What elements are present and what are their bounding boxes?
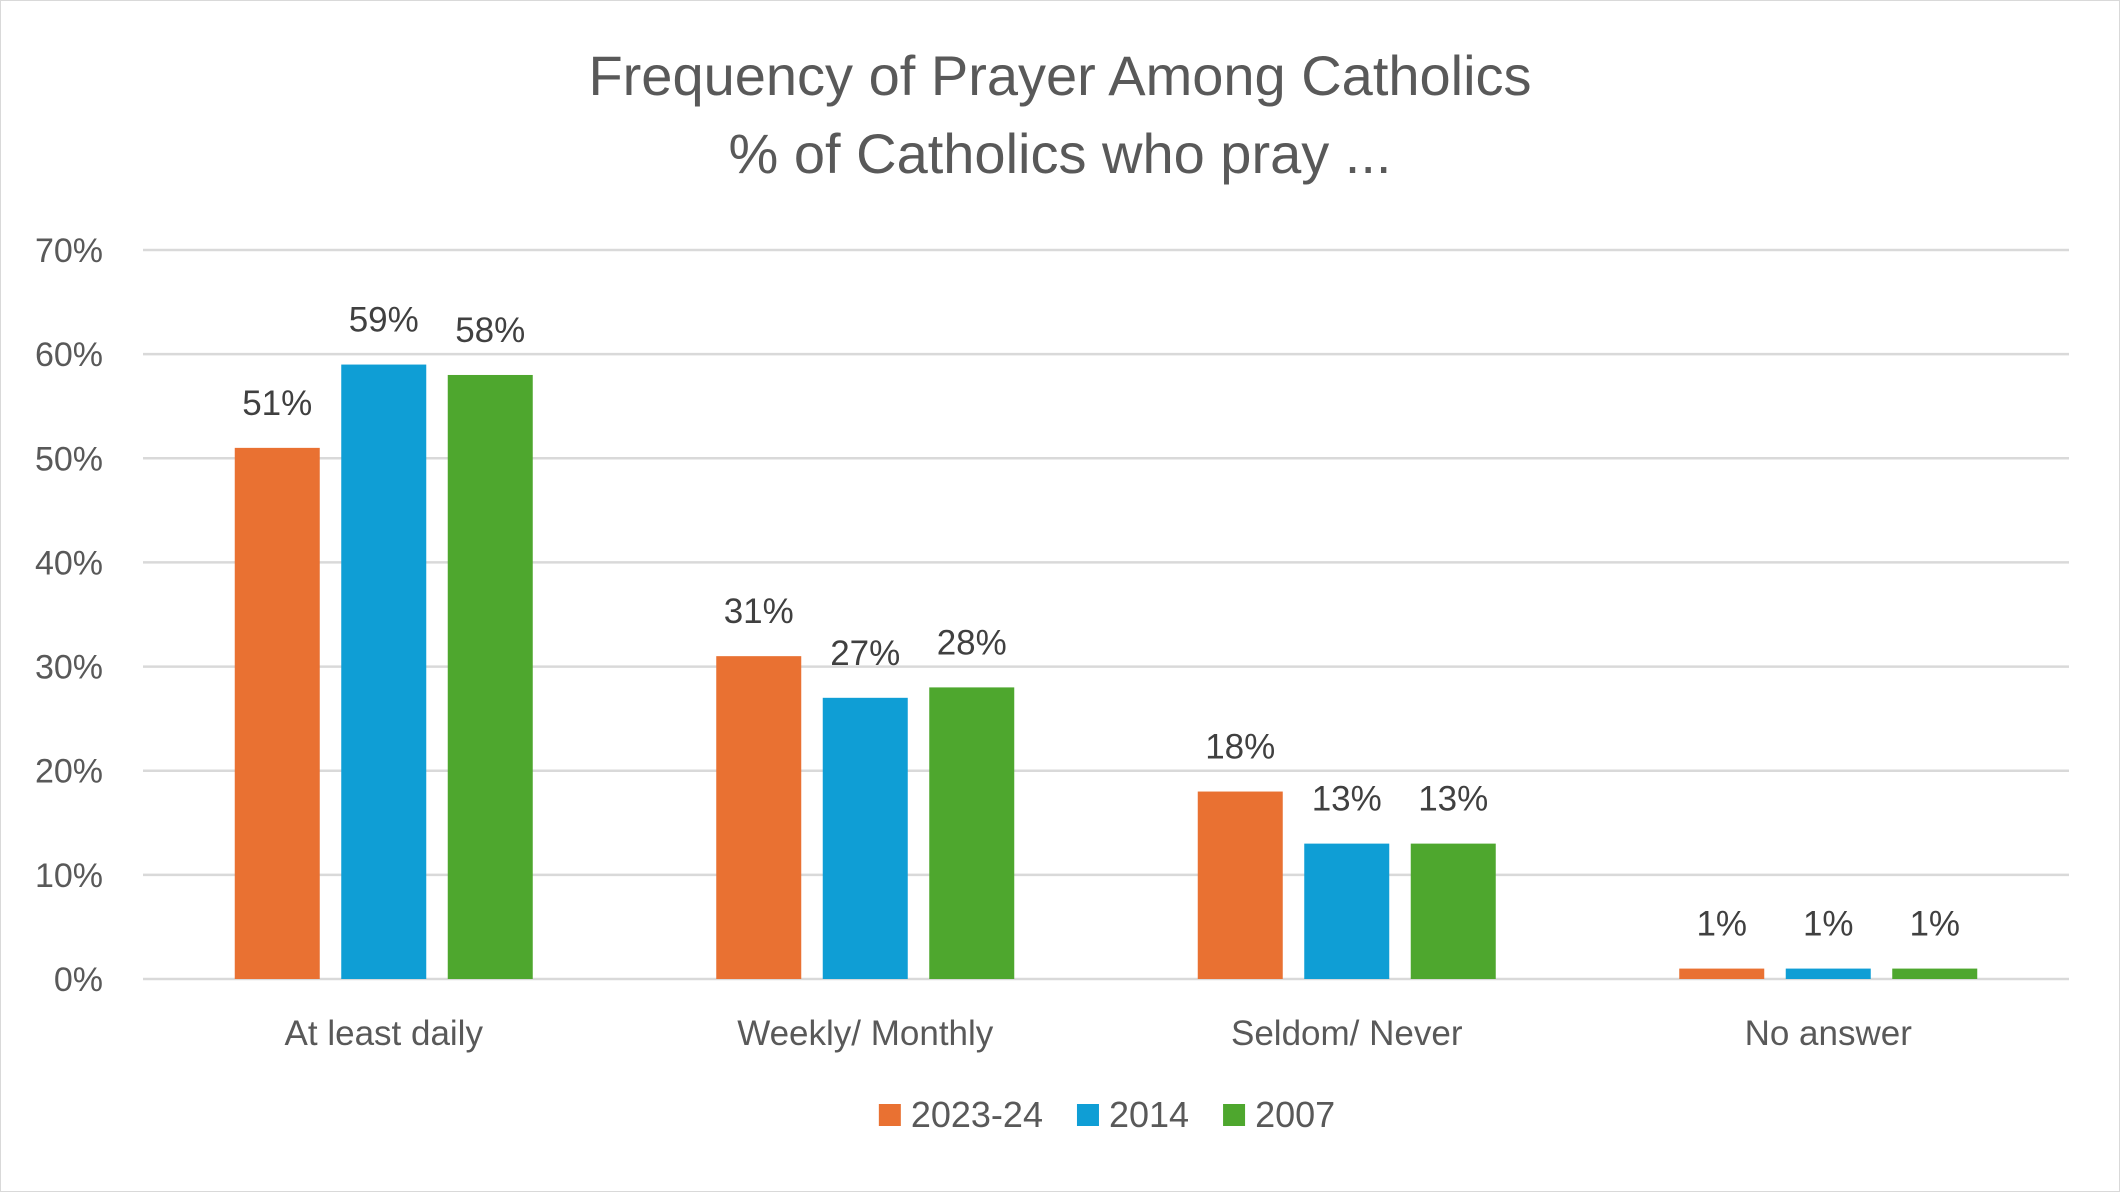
data-label: 18% [1205,728,1275,767]
legend-item: 2023-24 [878,1094,1043,1135]
category-label: Seldom/ Never [1231,1014,1463,1053]
bar-2014-0 [341,364,427,979]
legend-item: 2007 [1223,1094,1335,1135]
bar-2023-24-3 [1679,968,1765,979]
y-tick-label: 60% [35,336,103,374]
legend-label: 2014 [1109,1094,1189,1135]
legend-label: 2007 [1255,1094,1335,1135]
bar-2014-3 [1785,968,1871,979]
y-tick-label: 0% [54,961,103,999]
bar-2023-24-0 [234,447,320,979]
data-label: 31% [724,592,794,631]
chart-subtitle: % of Catholics who pray ... [729,122,1392,185]
category-label: Weekly/ Monthly [737,1014,994,1053]
data-labels: 51% 59% 58% 31% 27% 28% 18% 13% 13% 1% 1% 1% [242,301,1960,944]
data-label: 28% [937,623,1007,662]
y-tick-label: 40% [35,544,103,582]
data-label: 1% [1909,905,1960,944]
bar-2007-2 [1410,843,1496,979]
chart-title: Frequency of Prayer Among Catholics [588,44,1531,107]
y-tick-label: 20% [35,753,103,791]
data-label: 13% [1312,780,1382,819]
y-tick-label: 50% [35,440,103,478]
data-label: 58% [455,311,525,350]
data-label: 13% [1418,780,1488,819]
bar-2014-1 [822,697,908,979]
y-tick-label: 10% [35,857,103,895]
bar-2023-24-2 [1197,791,1283,979]
legend-swatch [1076,1104,1099,1126]
y-axis-ticks: 0% 10% 20% 30% 40% 50% 60% 70% [35,232,103,999]
bar-2007-1 [929,687,1015,979]
x-axis-categories: At least daily Weekly/ Monthly Seldom/ Nev… [285,1014,1913,1053]
y-tick-label: 70% [35,232,103,270]
bars [234,364,1978,979]
legend-swatch [878,1104,901,1126]
bar-2014-2 [1304,843,1390,979]
gridlines [143,248,2069,981]
y-tick-label: 30% [35,649,103,687]
bar-2007-0 [447,374,533,979]
category-label: No answer [1745,1014,1913,1053]
bar-2007-3 [1892,968,1978,979]
legend-item: 2014 [1076,1094,1189,1135]
bar-2023-24-1 [716,656,802,979]
data-label: 59% [349,301,419,340]
legend: 2023-24 2014 2007 [878,1094,1335,1135]
category-label: At least daily [285,1014,484,1053]
data-label: 51% [242,384,312,423]
data-label: 27% [830,634,900,673]
legend-swatch [1223,1104,1246,1126]
data-label: 1% [1803,905,1854,944]
data-label: 1% [1696,905,1747,944]
legend-label: 2023-24 [911,1094,1043,1135]
